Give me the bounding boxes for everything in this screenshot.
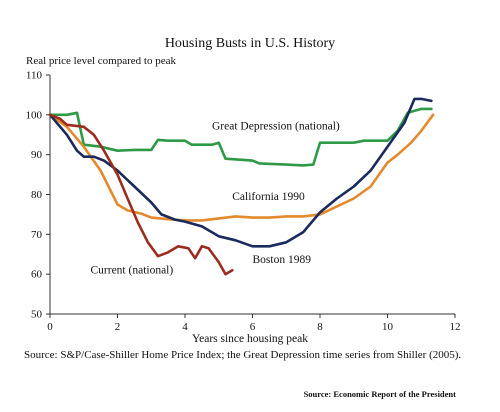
- x-tick-label: 10: [382, 321, 394, 333]
- y-tick-label: 110: [26, 70, 43, 82]
- x-axis-label: Years since housing peak: [191, 333, 309, 345]
- x-tick-label: 4: [182, 321, 188, 333]
- series-label: Boston 1989: [253, 254, 312, 266]
- source-note: Source: S&P/Case-Shiller Home Price Inde…: [24, 349, 462, 361]
- x-tick-label: 12: [450, 321, 461, 333]
- source-credit: Source: Economic Report of the President: [303, 389, 456, 399]
- x-tick-label: 6: [250, 321, 256, 333]
- x-tick-label: 0: [47, 321, 53, 333]
- y-axis-label: Real price level compared to peak: [26, 55, 176, 67]
- y-tick-label: 100: [26, 109, 43, 121]
- y-tick-label: 90: [31, 149, 43, 161]
- series-line-current-national: [48, 113, 234, 276]
- x-tick-label: 2: [115, 321, 121, 333]
- chart-title: Housing Busts in U.S. History: [164, 36, 336, 51]
- series-line-boston-1989: [48, 97, 433, 248]
- series-line-great-depression-national: [48, 107, 433, 167]
- y-tick-label: 60: [31, 269, 43, 281]
- series-line-california-1990: [48, 113, 435, 222]
- y-tick-label: 80: [31, 189, 43, 201]
- y-tick-label: 50: [31, 309, 43, 321]
- series-label: California 1990: [232, 191, 305, 203]
- series-label: Current (national): [91, 264, 174, 276]
- x-tick-label: 8: [317, 321, 323, 333]
- y-tick-label: 70: [31, 229, 43, 241]
- series-label: Great Depression (national): [212, 121, 340, 133]
